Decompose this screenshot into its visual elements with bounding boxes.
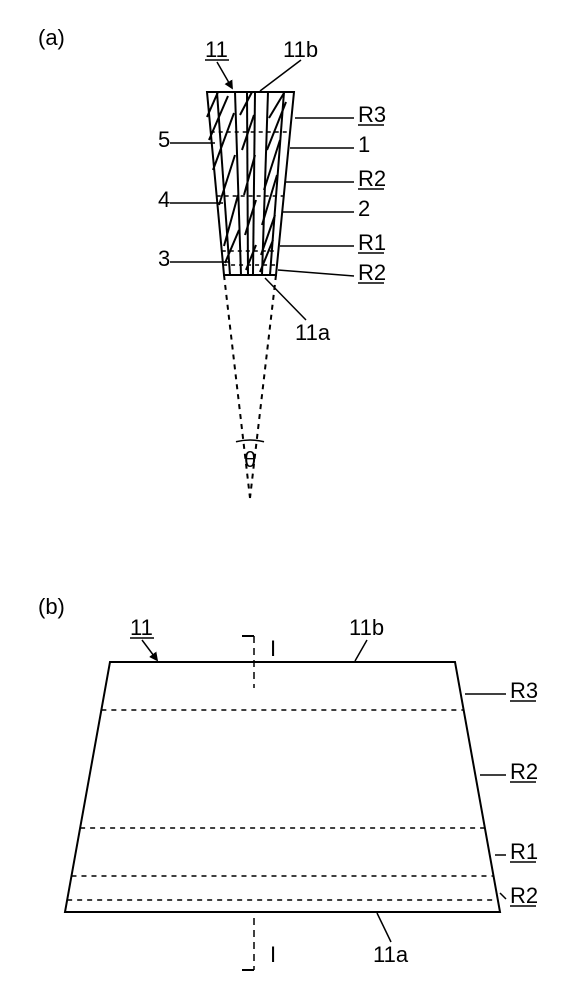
svg-text:R2: R2: [510, 883, 538, 908]
svg-text:1: 1: [358, 132, 370, 157]
svg-text:11: 11: [205, 37, 228, 62]
svg-text:R2: R2: [358, 166, 386, 191]
svg-text:11a: 11a: [295, 320, 331, 345]
svg-text:3: 3: [158, 246, 170, 271]
svg-text:(b): (b): [38, 594, 65, 619]
svg-text:4: 4: [158, 187, 170, 212]
svg-text:R3: R3: [510, 678, 538, 703]
diagram-canvas: (a) 11 11b 5 R3 1 4 R2 2 3 R1 R2 11a θ (b) I I 11 11b R3 R2…: [0, 0, 568, 1000]
svg-text:R3: R3: [358, 102, 386, 127]
svg-text:θ: θ: [244, 447, 256, 472]
svg-text:R2: R2: [510, 759, 538, 784]
svg-text:11b: 11b: [349, 615, 384, 640]
figure-a: (a) 11 11b 5 R3 1 4 R2 2 3 R1 R2 11a θ: [38, 25, 386, 498]
svg-text:I: I: [270, 942, 276, 967]
svg-text:I: I: [270, 636, 276, 661]
svg-text:11: 11: [130, 615, 153, 640]
svg-text:11b: 11b: [283, 37, 318, 62]
svg-text:R2: R2: [358, 260, 386, 285]
svg-text:R1: R1: [510, 839, 538, 864]
svg-text:2: 2: [358, 196, 370, 221]
svg-text:R1: R1: [358, 230, 386, 255]
svg-text:(a): (a): [38, 25, 65, 50]
svg-text:11a: 11a: [373, 942, 409, 967]
svg-text:5: 5: [158, 127, 170, 152]
figure-b: (b) I I 11 11b R3 R2 R1 R2 11a: [38, 594, 538, 970]
